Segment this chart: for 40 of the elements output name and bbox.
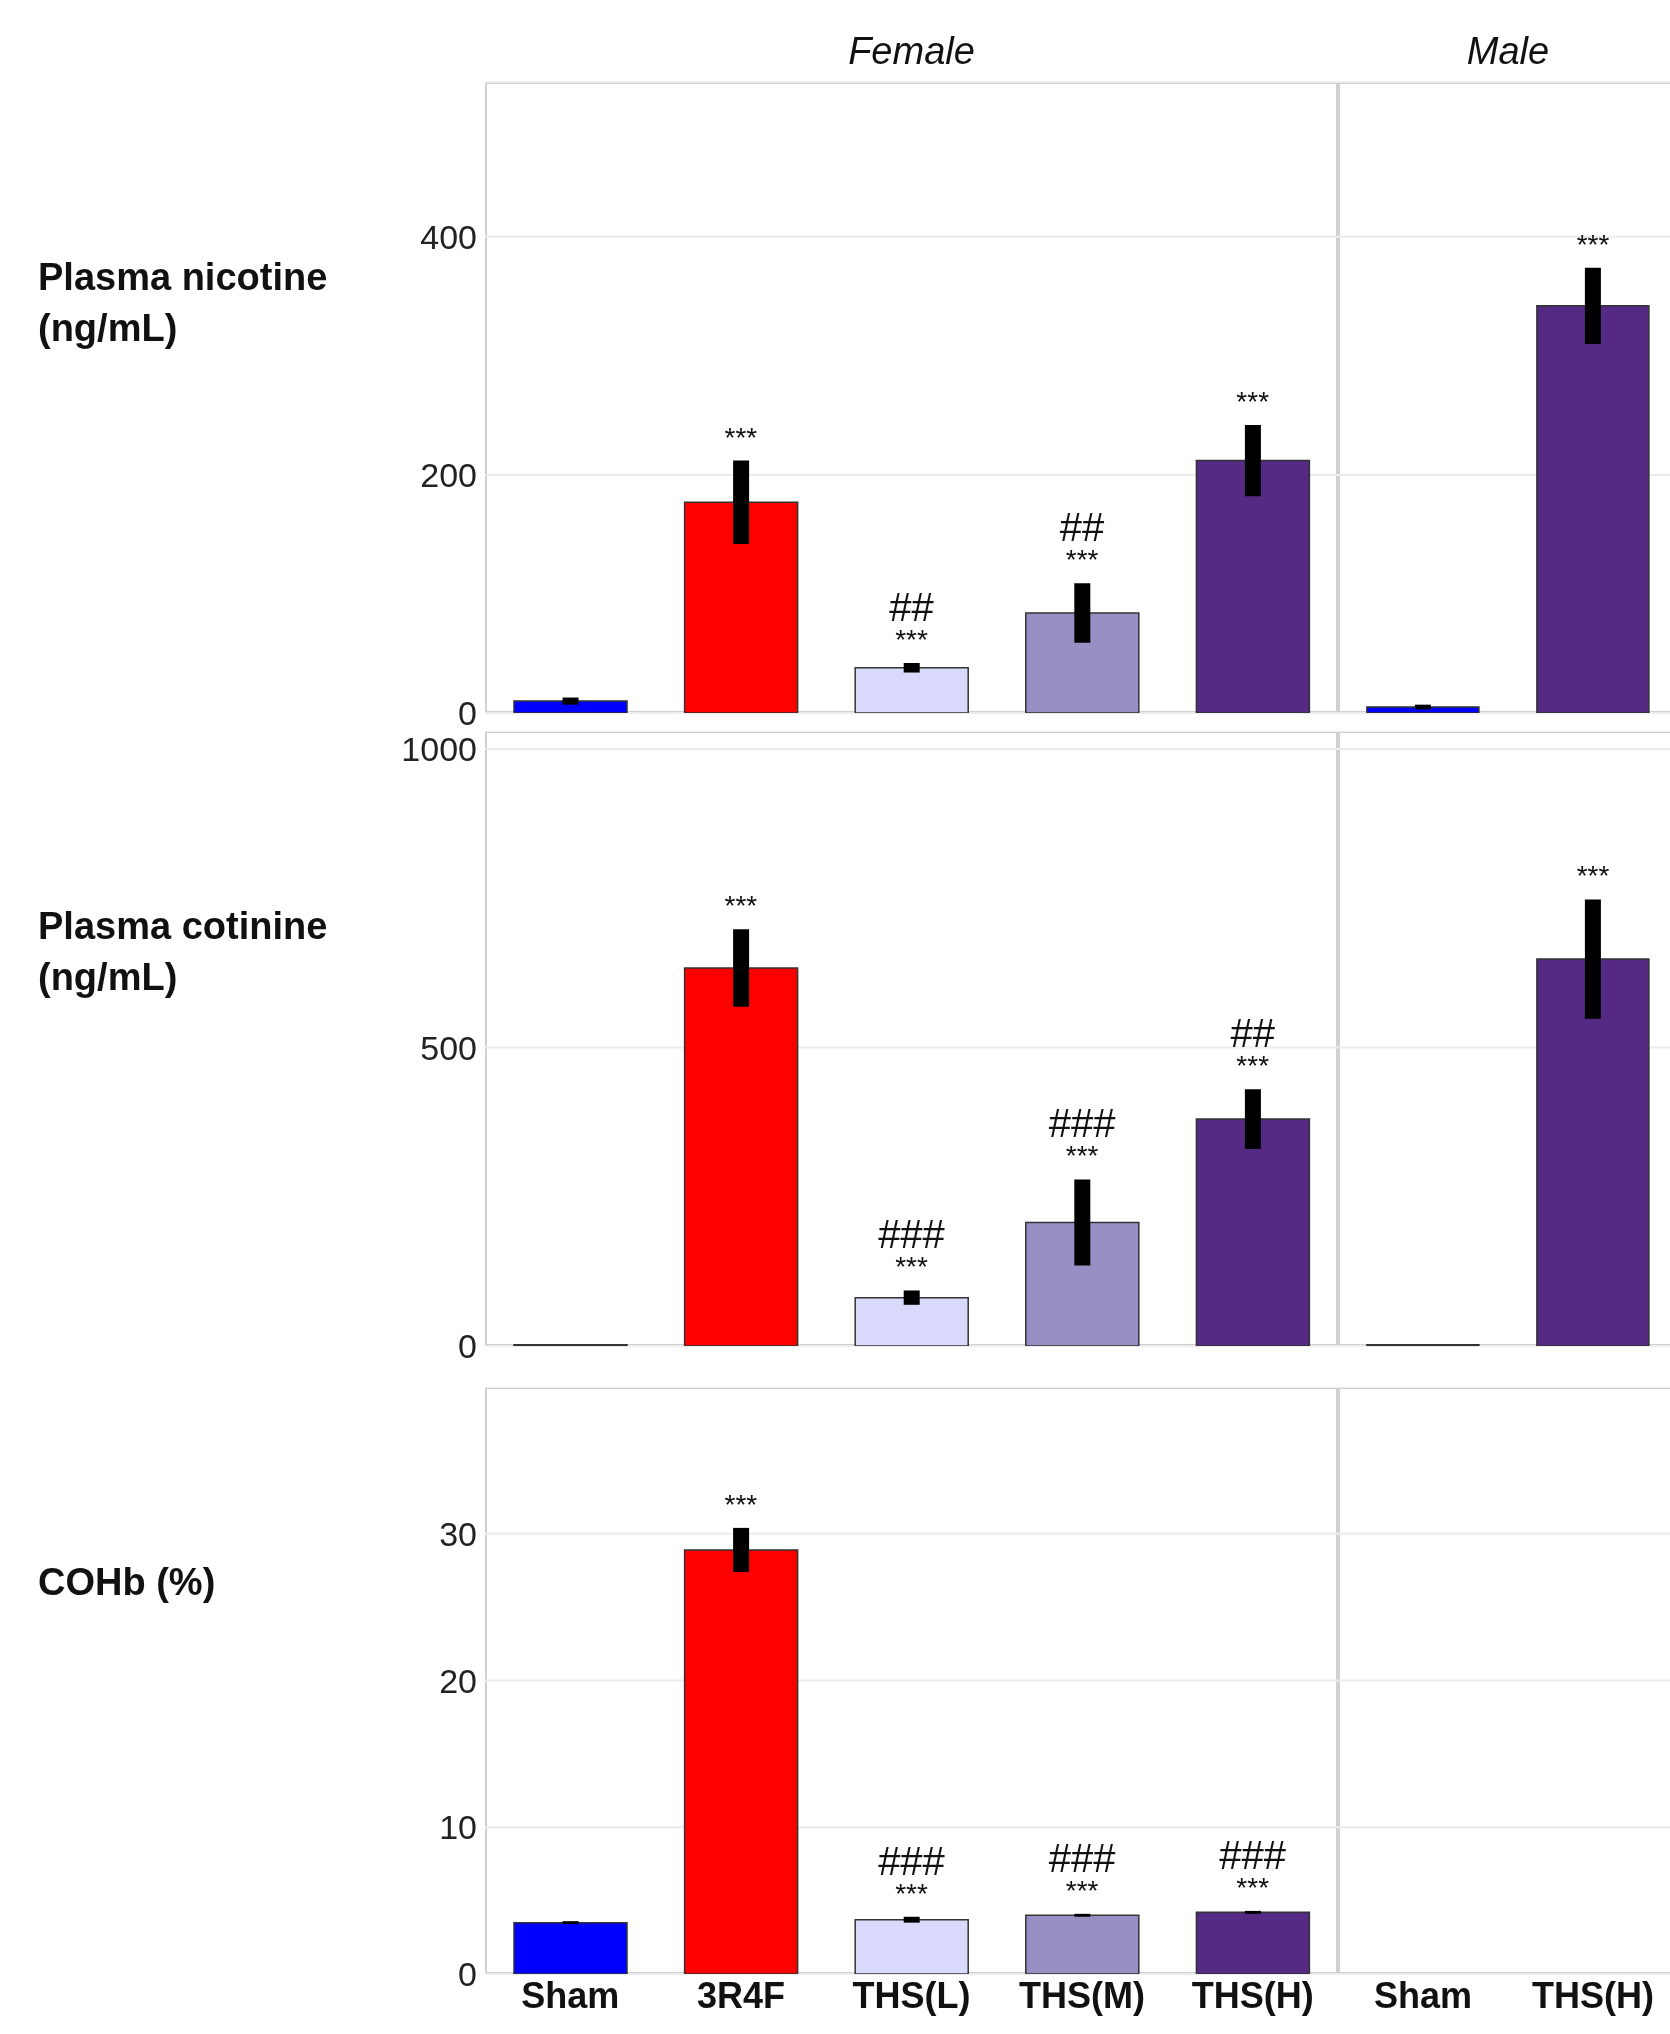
bar [854,1918,969,1974]
y-axis-title: Plasma nicotine (ng/mL) [38,256,328,350]
bar [513,1921,628,1974]
y-tick-label: 0 [458,1327,477,1366]
bar [1025,1221,1140,1346]
bar [1195,1911,1311,1974]
bar [854,667,969,713]
y-tick-label: 10 [439,1808,477,1847]
y-tick-label: 400 [420,217,477,256]
y-tick-label: 20 [439,1661,477,1700]
annotation: *** [724,421,758,453]
bar [683,967,799,1346]
bar [513,700,628,713]
bar [683,1549,799,1974]
y-axis-title: COHb (%) [38,1560,217,1605]
y-tick-label: 500 [420,1028,477,1067]
chart-title: Female [847,30,976,73]
bar [1025,1914,1140,1974]
x-tick-label: 3R4F [696,1974,785,2016]
x-tick-label: THS(M) [1019,1974,1146,2016]
annotation: *** [1576,860,1610,892]
chart-title: Male [1465,30,1551,73]
y-tick-label: 0 [458,1955,477,1994]
x-tick-label: THS(L) [852,1974,971,2016]
bar [1195,459,1311,713]
x-tick-label: Sham [521,1974,620,2016]
bar [1195,1118,1311,1346]
annotation: *** [1576,228,1610,260]
x-tick-label: THS(H) [1191,1974,1314,2016]
y-tick-label: 30 [439,1514,477,1553]
annotation: *** [1236,385,1270,417]
bar [1025,612,1140,713]
x-tick-label: THS(H) [1532,1974,1654,2016]
annotation: *** [724,890,758,922]
bar [683,501,799,713]
bar [854,1296,969,1346]
x-tick-label: Sham [1373,1974,1473,2016]
annotation: *** [724,1488,758,1520]
y-tick-label: 200 [420,455,477,494]
y-axis-title: Plasma cotinine (ng/mL) [38,904,329,1001]
